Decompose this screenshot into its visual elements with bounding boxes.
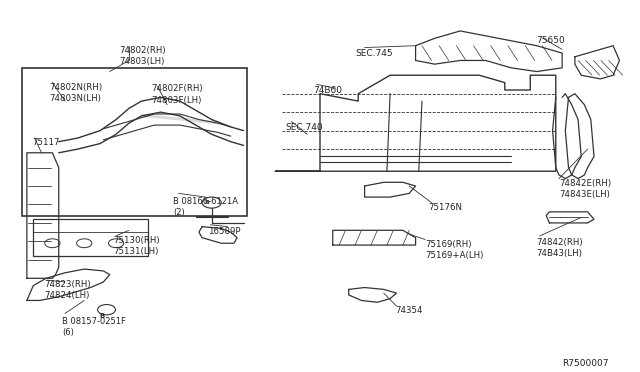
Text: SEC.740: SEC.740 [285,123,323,132]
Text: 74842(RH)
74B43(LH): 74842(RH) 74B43(LH) [537,238,583,258]
Text: 16589P: 16589P [209,227,241,235]
Text: 74802(RH)
74803(LH): 74802(RH) 74803(LH) [119,46,166,66]
Text: 74802N(RH)
74803N(LH): 74802N(RH) 74803N(LH) [49,83,102,103]
Text: 74842E(RH)
74843E(LH): 74842E(RH) 74843E(LH) [559,179,611,199]
Text: B 08166-6121A
(2): B 08166-6121A (2) [173,197,239,217]
Text: 74354: 74354 [395,306,422,315]
Text: SEC.745: SEC.745 [355,49,393,58]
Text: 74B60: 74B60 [314,86,342,95]
Text: 75176N: 75176N [428,203,462,212]
Text: R7500007: R7500007 [562,359,609,368]
Text: 75650: 75650 [537,36,565,45]
Text: 74823(RH)
74824(LH): 74823(RH) 74824(LH) [45,280,92,300]
Text: B: B [99,313,105,319]
Bar [22,68,246,215]
Text: 75169(RH)
75169+A(LH): 75169(RH) 75169+A(LH) [425,240,483,260]
Text: 75130(RH)
75131(LH): 75130(RH) 75131(LH) [113,236,159,256]
Text: 75117: 75117 [32,138,60,147]
Text: 74802F(RH)
74803F(LH): 74802F(RH) 74803F(LH) [151,84,203,105]
Text: B 08157-0251F
(6): B 08157-0251F (6) [62,317,126,337]
Text: B: B [204,200,209,205]
